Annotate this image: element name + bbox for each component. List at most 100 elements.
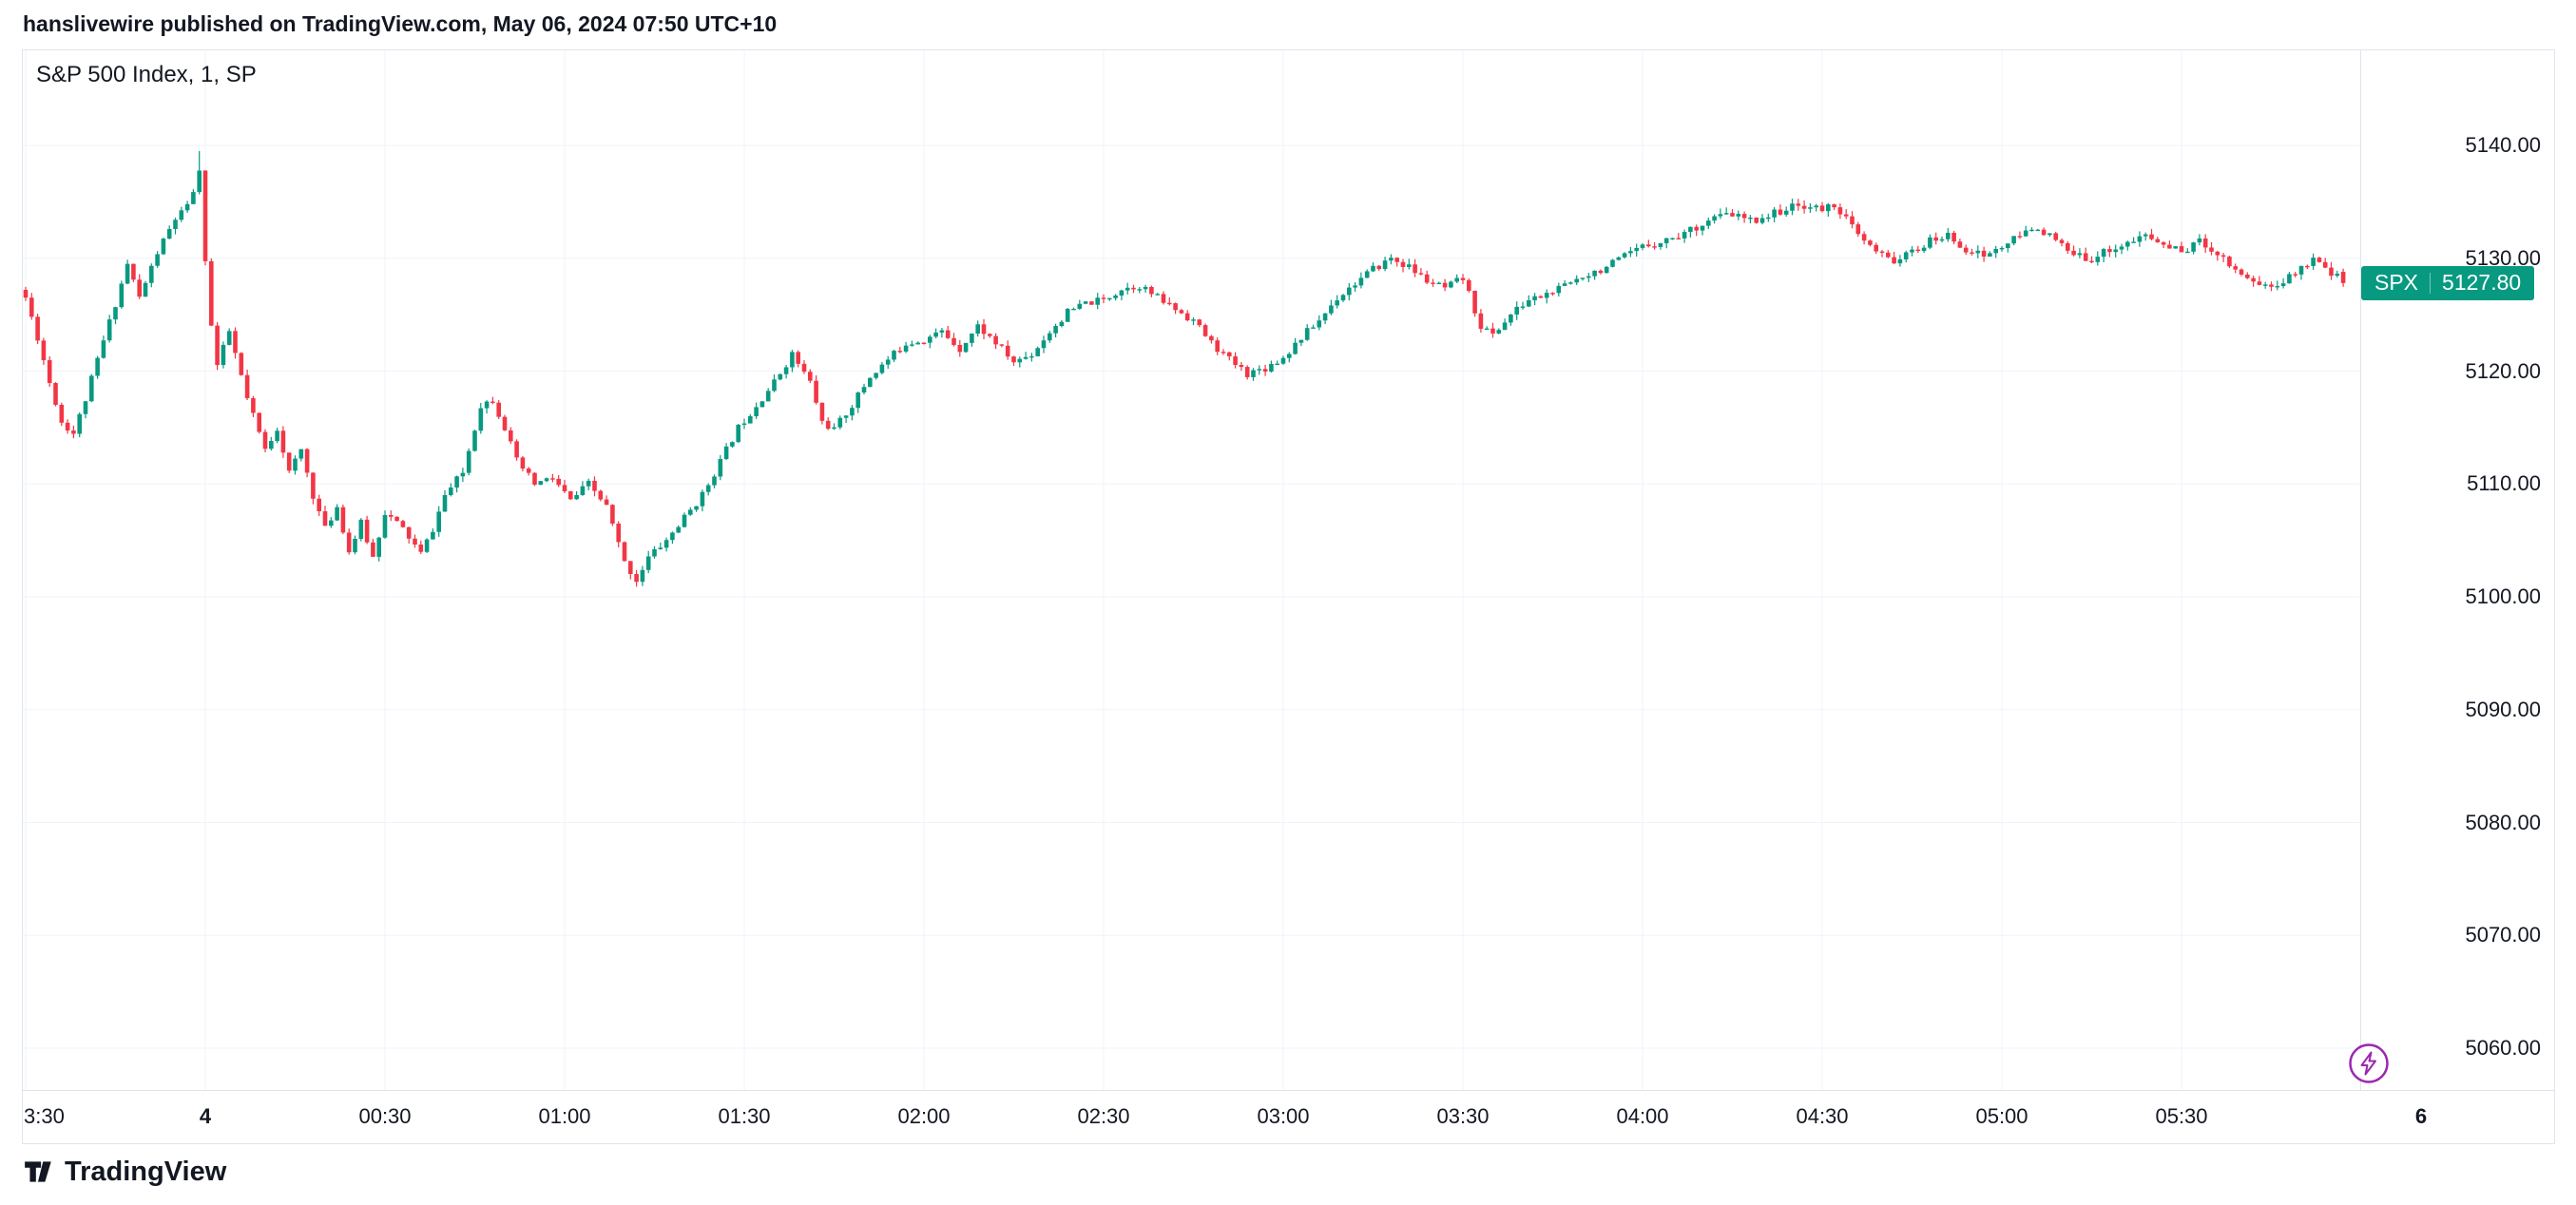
candle xyxy=(1221,349,1226,355)
candle xyxy=(340,504,346,535)
price-axis-label: 5120.00 xyxy=(2465,358,2541,383)
candle xyxy=(2191,241,2196,255)
candle xyxy=(1215,337,1220,355)
candle xyxy=(1730,208,1735,217)
candle xyxy=(1137,286,1143,294)
candle xyxy=(999,344,1005,348)
candle xyxy=(71,425,76,439)
candle xyxy=(652,545,657,559)
time-axis[interactable]: 3:30 4 00:30 01:00 01:30 02:00 02:30 03:00 03:30… xyxy=(23,1091,2554,1143)
candle xyxy=(2280,277,2286,289)
candle xyxy=(161,238,166,256)
candle xyxy=(502,414,508,431)
candle xyxy=(47,356,52,388)
candle xyxy=(1556,282,1562,297)
candle xyxy=(1826,202,1831,217)
time-axis-label: 04:00 xyxy=(1616,1104,1669,1128)
candle xyxy=(29,293,34,320)
candle xyxy=(1407,258,1412,270)
candle xyxy=(1353,281,1357,292)
candle xyxy=(2143,232,2148,241)
candle xyxy=(1227,351,1232,361)
candle xyxy=(1879,249,1885,258)
candle xyxy=(496,400,501,419)
price-axis-label: 5110.00 xyxy=(2467,471,2541,496)
candle xyxy=(275,427,279,444)
candle xyxy=(394,516,399,522)
candle xyxy=(1257,365,1262,375)
price-axis-separator xyxy=(2360,50,2361,1090)
candle xyxy=(293,455,298,475)
candle xyxy=(358,518,364,542)
candle xyxy=(634,570,639,587)
candle xyxy=(1819,201,1825,213)
price-axis[interactable]: 5140.00 5130.00 5120.00 5110.00 5100.00 5090.… xyxy=(2361,50,2554,1090)
candle xyxy=(1796,199,1801,211)
candle xyxy=(801,359,807,374)
candlestick-chart[interactable] xyxy=(23,50,2360,1090)
candle xyxy=(2006,243,2010,253)
tradingview-logo-icon[interactable] xyxy=(23,1156,55,1188)
candle xyxy=(837,415,843,430)
tradingview-logo-text[interactable]: TradingView xyxy=(65,1156,227,1187)
candle xyxy=(574,490,579,500)
candle xyxy=(1897,255,1903,267)
candle xyxy=(1023,352,1028,360)
candle xyxy=(2119,243,2124,255)
candle xyxy=(215,321,220,371)
candle xyxy=(819,402,825,425)
candle xyxy=(1988,251,1992,258)
flash-button[interactable] xyxy=(2348,1042,2390,1084)
candle xyxy=(963,342,969,354)
candle xyxy=(376,536,381,562)
candle xyxy=(928,335,932,349)
time-axis-label: 3:30 xyxy=(24,1104,65,1128)
candle xyxy=(952,333,956,347)
candle xyxy=(1322,313,1328,325)
candle xyxy=(1287,352,1292,363)
price-axis-label: 5070.00 xyxy=(2465,923,2541,947)
candle xyxy=(1358,272,1364,289)
candle xyxy=(382,510,388,539)
candle xyxy=(83,400,88,419)
candle xyxy=(765,388,771,402)
candle xyxy=(1622,252,1627,259)
candle xyxy=(1682,229,1687,243)
price-axis-label: 5130.00 xyxy=(2465,245,2541,270)
candle xyxy=(2227,255,2232,269)
candle xyxy=(957,339,963,357)
candle xyxy=(1454,274,1459,283)
candle xyxy=(2053,231,2058,242)
candle xyxy=(2125,240,2130,251)
candle xyxy=(532,471,537,487)
price-axis-label: 5100.00 xyxy=(2465,584,2541,608)
candle xyxy=(1179,308,1184,315)
candle xyxy=(209,258,214,327)
candle xyxy=(2089,256,2094,264)
candle xyxy=(1921,244,1927,253)
candle xyxy=(1131,284,1136,294)
candle xyxy=(1688,226,1693,238)
candle xyxy=(2202,234,2208,254)
candle xyxy=(1861,231,1867,245)
candle xyxy=(1663,238,1669,249)
candle xyxy=(317,494,321,516)
candle xyxy=(1928,234,1932,250)
candle xyxy=(1993,245,1998,258)
candle xyxy=(933,328,938,339)
candle xyxy=(970,333,974,347)
candle xyxy=(2209,241,2214,256)
candle xyxy=(1628,246,1633,258)
candle xyxy=(1981,246,1987,262)
candle xyxy=(897,346,903,354)
candle xyxy=(1502,318,1508,331)
candle xyxy=(1394,257,1399,267)
candle xyxy=(645,550,651,574)
candle xyxy=(311,471,316,505)
candle xyxy=(371,538,375,557)
candle xyxy=(1748,215,1753,224)
candle xyxy=(1634,243,1639,257)
candle xyxy=(335,504,339,521)
candle xyxy=(993,333,998,350)
candle xyxy=(191,189,196,204)
